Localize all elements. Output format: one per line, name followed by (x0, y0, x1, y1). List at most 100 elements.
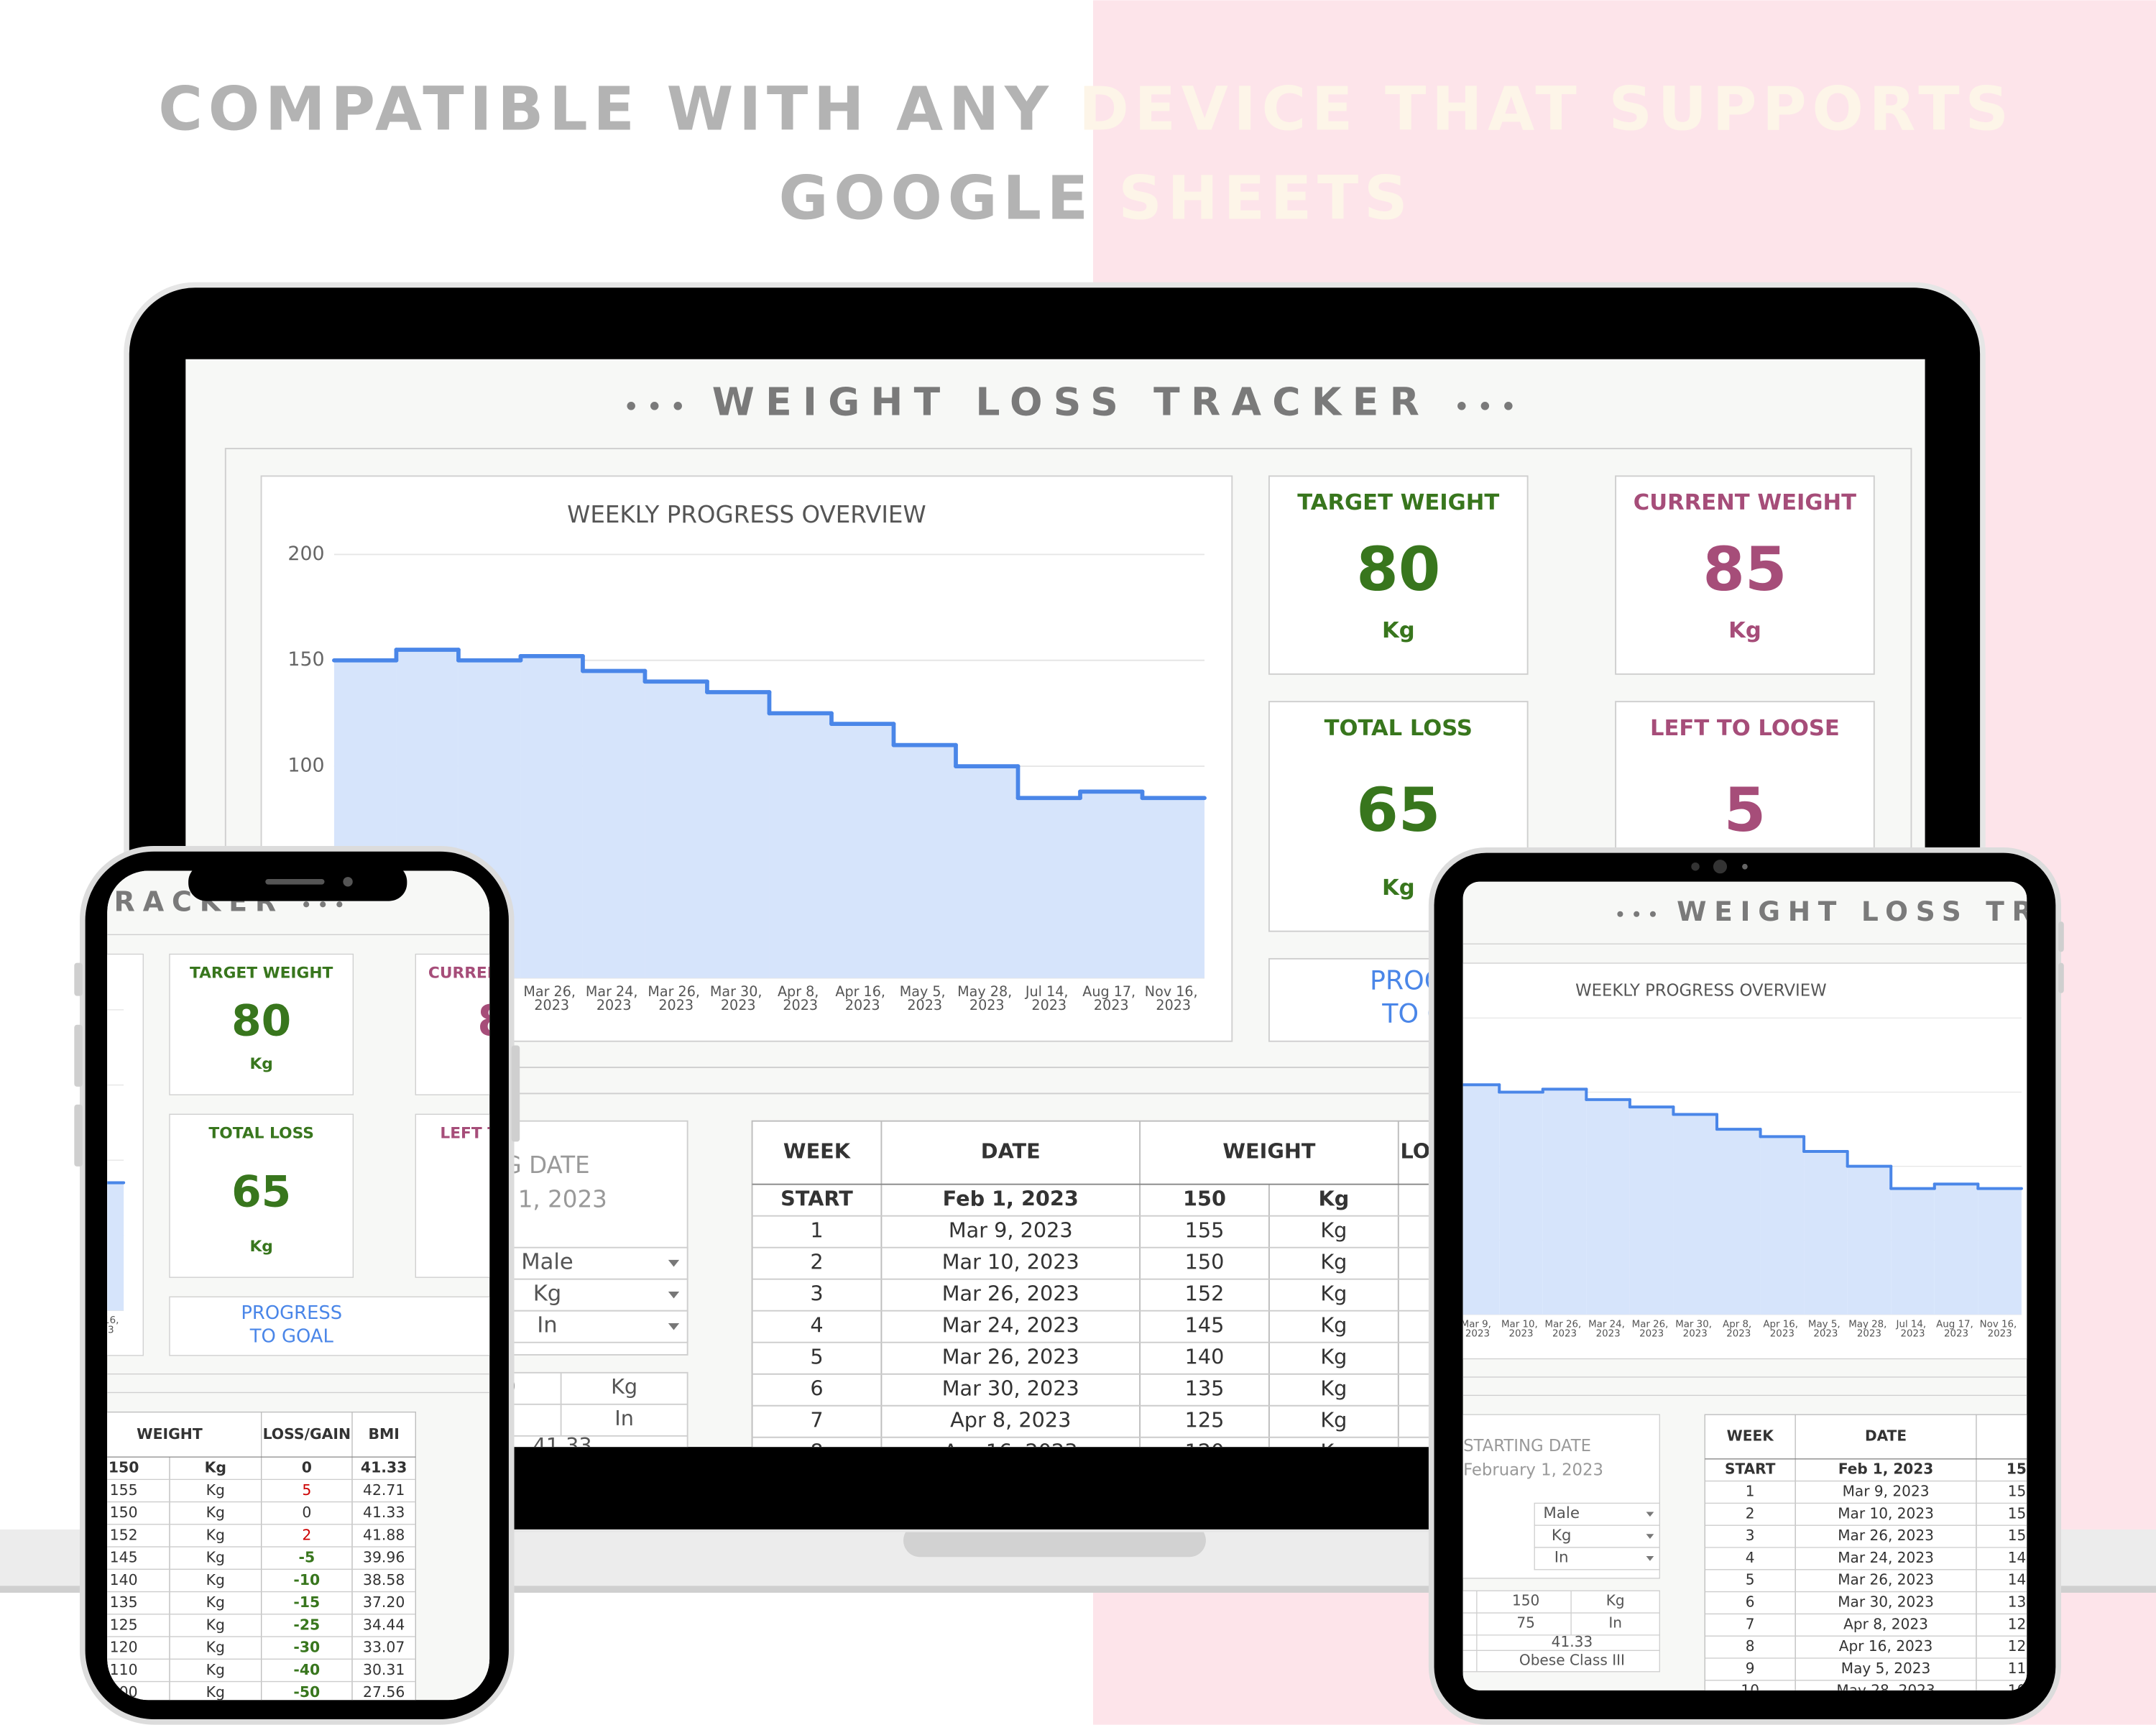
x-tick-label: Aug 17, 2023 (1936, 1319, 1976, 1339)
table-cell: 34.44 (363, 1616, 405, 1633)
table-cell: 1 (810, 1218, 823, 1243)
table-cell: 6 (1746, 1593, 1755, 1611)
card-title: TARGET WEIGHT (190, 965, 333, 983)
table-bg (1704, 1414, 2027, 1690)
table-cell: 125 (110, 1616, 138, 1633)
table-cell: Mar 24, 2023 (1838, 1549, 1934, 1566)
x-tick-label: Nov 16, 2023 (1145, 983, 1202, 1013)
table-cell: Mar 10, 2023 (942, 1250, 1079, 1274)
dropdown-value: Kg (533, 1281, 562, 1306)
table-cell: Kg (1320, 1345, 1347, 1369)
table-cell: 152 (1185, 1282, 1225, 1306)
title-dot (627, 402, 635, 410)
tablet-button (2058, 962, 2064, 993)
area-step (1462, 1085, 1500, 1315)
table-cell: Kg (1320, 1250, 1347, 1274)
y-tick-label: 100 (287, 755, 324, 777)
card-value: 80 (1356, 534, 1440, 604)
table-cell: 140 (110, 1571, 138, 1588)
dropdown (507, 1246, 688, 1280)
table-cell: Kg (206, 1639, 225, 1656)
headline: GOOGLE SHEETS (778, 163, 1413, 234)
title-dot (1649, 911, 1656, 917)
dropdown-value: Male (1543, 1504, 1580, 1522)
phone-button (511, 1045, 520, 1142)
headline-part: COMPATIBLE WITH ANY (158, 73, 1054, 144)
table-cell: Mar 30, 2023 (942, 1376, 1079, 1401)
x-tick-label: Aug 17, 2023 (1082, 983, 1140, 1013)
table-cell: 150 (110, 1504, 138, 1521)
headline: COMPATIBLE WITH ANY DEVICE THAT SUPPORTS (158, 73, 2014, 144)
table-cell: Kg (206, 1526, 225, 1543)
table-cell: 2 (1746, 1504, 1755, 1522)
table-cell: Apr 8, 2023 (1843, 1615, 1928, 1632)
title-dot (1457, 402, 1466, 410)
table-cell: 8 (1746, 1637, 1755, 1655)
table-cell: -15 (293, 1593, 320, 1611)
table-cell: 150 (1183, 1187, 1226, 1211)
table-cell: 110 (2008, 1660, 2035, 1677)
card (415, 1113, 490, 1278)
table-cell: 120 (2008, 1637, 2035, 1655)
tablet-screen: WEIGHT LOSS TRACKER WEEKLY PROGRESS OVERV… (1462, 881, 2156, 1690)
table-cell: -30 (293, 1639, 320, 1656)
card-title: TOTAL LOSS (1325, 716, 1473, 741)
settings-date: February 1, 2023 (1463, 1460, 1603, 1479)
table-cell: 9 (1746, 1660, 1755, 1677)
weight-value: 150 (1512, 1591, 1539, 1609)
card-title: LEFT TO LOOSE (1650, 716, 1840, 741)
x-tick-label: Nov 16, 2023 (1980, 1319, 2020, 1339)
x-tick-label: Mar 26, 2023 (523, 983, 580, 1013)
card-unit: Kg (249, 1238, 272, 1256)
card (415, 953, 490, 1095)
tracker-title: WEIGHT LOSS TRACKER (1677, 896, 2156, 927)
table-header: WEIGHT (1222, 1139, 1315, 1164)
table-cell: 41.33 (363, 1504, 405, 1521)
x-tick-label: Jul 14, 2023 (1025, 983, 1073, 1013)
table-cell: -5 (299, 1549, 315, 1566)
table-cell: 145 (1185, 1313, 1225, 1338)
card (169, 1113, 354, 1278)
table-header: DATE (981, 1139, 1041, 1164)
card-title: TOTAL LOSS (208, 1124, 313, 1142)
table-cell: Kg (206, 1504, 225, 1521)
table-header: LOSS/GAIN (263, 1425, 351, 1443)
table-cell: 2 (302, 1526, 311, 1543)
x-tick-label: Jul 14, 2023 (1896, 1319, 1930, 1339)
area-step (831, 724, 894, 978)
table-cell: 125 (1185, 1408, 1225, 1432)
table-cell: 152 (2008, 1527, 2035, 1544)
table-cell: Mar 9, 2023 (1843, 1482, 1930, 1499)
table-cell: 7 (810, 1408, 823, 1432)
table-cell: Mar 9, 2023 (949, 1218, 1073, 1243)
x-tick-label: May 5, 2023 (1808, 1319, 1843, 1339)
table-cell: 150 (109, 1459, 139, 1476)
measure-box (1462, 1590, 1660, 1673)
table-cell: Mar 10, 2023 (1838, 1504, 1934, 1522)
table-cell: Kg (205, 1459, 226, 1476)
table-cell: Feb 1, 2023 (1838, 1460, 1933, 1478)
sheet: WEIGHT LOSS TRACKER WEEKLY PROGRESS OVERV… (1462, 881, 2156, 1690)
card-title: CURRENT WEIGHT (1634, 490, 1856, 515)
card-value: 85 (477, 997, 537, 1046)
card-title: TARGET WEIGHT (1297, 490, 1499, 515)
area-step (955, 766, 1018, 978)
dropdown-arrow (1646, 1512, 1654, 1517)
area-step (893, 745, 956, 978)
area-step (1716, 1129, 1761, 1315)
tracker-title: WEIGHT LOSS TRACKER (712, 380, 1430, 425)
dropdown-arrow (668, 1291, 680, 1299)
table-cell: 155 (110, 1481, 138, 1499)
table-cell: Mar 26, 2023 (1838, 1527, 1934, 1544)
table-cell: 5 (1746, 1571, 1755, 1588)
table-cell: 150 (1185, 1250, 1225, 1274)
table-cell: START (780, 1187, 853, 1211)
x-tick-label: Mar 24, 2023 (1588, 1319, 1628, 1339)
laptop-base-edge (0, 1586, 2156, 1593)
area-step (1673, 1114, 1717, 1315)
table-cell: Mar 26, 2023 (1838, 1571, 1934, 1588)
area-step (1586, 1099, 1630, 1315)
table-header: DATE (1865, 1427, 1907, 1444)
area-step (645, 681, 707, 978)
x-tick-label: Mar 10, 2023 (1501, 1319, 1541, 1339)
